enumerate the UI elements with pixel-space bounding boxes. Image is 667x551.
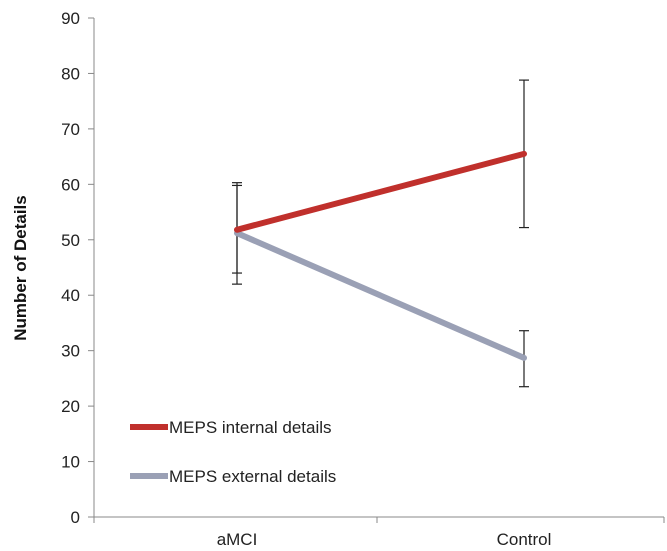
y-tick-label: 60 — [61, 175, 80, 194]
y-tick-label: 10 — [61, 453, 80, 472]
y-tick-label: 70 — [61, 120, 80, 139]
series-line — [234, 150, 527, 233]
y-tick-label: 80 — [61, 64, 80, 83]
y-tick-label: 50 — [61, 231, 80, 250]
y-tick-label: 0 — [71, 508, 80, 527]
y-tick-group: 0 10 20 30 40 50 60 70 80 90 — [61, 9, 94, 527]
legend-label: MEPS external details — [169, 467, 336, 486]
y-axis: 0 10 20 30 40 50 60 70 80 90 — [61, 9, 95, 527]
x-tick-label: aMCI — [217, 530, 258, 549]
x-axis: aMCI Control — [93, 516, 665, 549]
legend-label: MEPS internal details — [169, 418, 332, 437]
legend: MEPS internal details MEPS external detai… — [130, 418, 336, 486]
series-layer — [232, 79, 529, 388]
y-tick-label: 20 — [61, 397, 80, 416]
x-tick-group: aMCI Control — [93, 517, 665, 549]
y-tick-label: 30 — [61, 342, 80, 361]
x-tick-label: Control — [497, 530, 552, 549]
series-line — [234, 230, 527, 361]
y-axis-title: Number of Details — [11, 195, 30, 340]
y-tick-label: 90 — [61, 9, 80, 28]
y-tick-label: 40 — [61, 286, 80, 305]
